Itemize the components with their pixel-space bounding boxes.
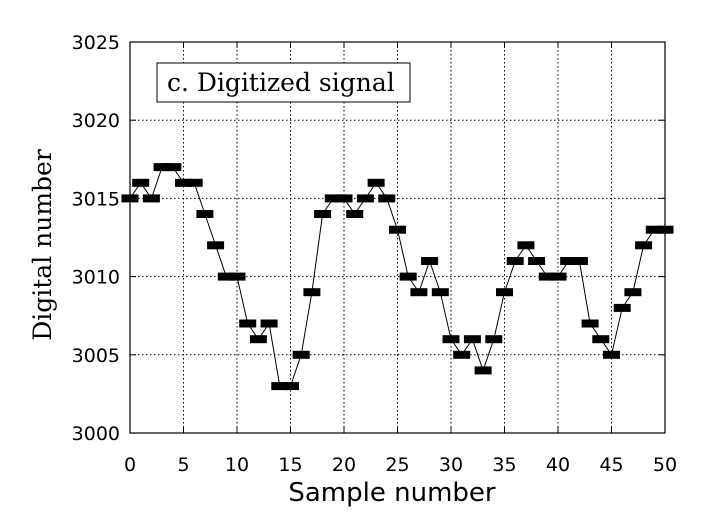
data-point <box>453 350 471 359</box>
data-point <box>645 225 663 234</box>
data-point <box>474 366 492 375</box>
x-tick-label: 35 <box>492 454 516 476</box>
data-point <box>121 194 139 203</box>
y-tick-label: 3000 <box>72 423 120 445</box>
y-tick-label: 3005 <box>72 345 120 367</box>
y-tick-label: 3015 <box>72 188 120 210</box>
data-point <box>581 319 599 328</box>
x-tick-label: 10 <box>225 454 249 476</box>
x-tick-label: 40 <box>546 454 570 476</box>
y-tick-label: 3025 <box>72 32 120 54</box>
x-tick-label: 30 <box>439 454 463 476</box>
data-point <box>538 272 556 281</box>
x-tick-labels: 0 5 10 15 20 25 30 35 40 45 50 <box>124 454 677 476</box>
data-point <box>335 194 353 203</box>
grid-lines <box>130 42 665 433</box>
y-tick-label: 3010 <box>72 267 120 289</box>
data-point <box>421 257 439 265</box>
data-point <box>303 288 321 297</box>
data-point <box>314 210 332 218</box>
data-point <box>207 241 225 250</box>
chart-title-box: c. Digitized signal <box>156 62 411 103</box>
data-point <box>442 335 460 344</box>
data-point <box>175 178 192 187</box>
data-point <box>271 382 289 391</box>
data-point <box>635 241 653 250</box>
data-point <box>517 241 535 250</box>
x-tick-label: 0 <box>124 454 136 476</box>
data-point <box>282 382 299 391</box>
x-axis-title: Sample number <box>288 478 496 508</box>
data-point <box>196 210 214 218</box>
data-point <box>431 288 449 297</box>
x-tick-label: 45 <box>599 454 623 476</box>
data-point <box>613 303 631 312</box>
data-point <box>389 225 406 234</box>
data-point <box>378 194 396 203</box>
data-point <box>506 257 524 265</box>
data-point <box>399 272 417 281</box>
data-point <box>217 272 235 281</box>
data-point <box>228 272 246 281</box>
data-point <box>346 210 364 218</box>
data-point <box>570 257 588 265</box>
y-tick-labels: 3000 3005 3010 3015 3020 3025 <box>72 32 120 445</box>
data-point <box>549 272 567 281</box>
data-point <box>496 288 513 297</box>
data-point <box>603 350 620 359</box>
data-point <box>153 163 171 172</box>
data-point <box>142 194 160 203</box>
data-point <box>132 178 150 187</box>
data-point <box>239 319 257 328</box>
data-point <box>249 335 267 344</box>
data-point <box>356 194 374 203</box>
x-tick-label: 5 <box>177 454 189 476</box>
x-tick-label: 25 <box>385 454 409 476</box>
data-point <box>624 288 642 297</box>
data-point <box>292 350 310 359</box>
data-point <box>592 335 610 344</box>
data-point <box>164 163 182 172</box>
data-point <box>324 194 342 203</box>
y-axis-title: Digital number <box>28 149 57 341</box>
data-point <box>185 178 203 187</box>
y-tick-label: 3020 <box>72 110 120 132</box>
data-point <box>656 225 674 234</box>
data-point <box>260 319 278 328</box>
chart-title: c. Digitized signal <box>167 68 395 97</box>
x-tick-label: 15 <box>278 454 302 476</box>
x-tick-label: 50 <box>653 454 677 476</box>
data-point <box>410 288 428 297</box>
data-point <box>485 335 503 344</box>
data-markers <box>121 163 674 391</box>
data-point <box>560 257 578 265</box>
x-tick-label: 20 <box>332 454 356 476</box>
data-point <box>367 178 385 187</box>
data-point <box>528 257 546 265</box>
data-point <box>463 335 481 344</box>
axis-ticks <box>129 41 666 434</box>
